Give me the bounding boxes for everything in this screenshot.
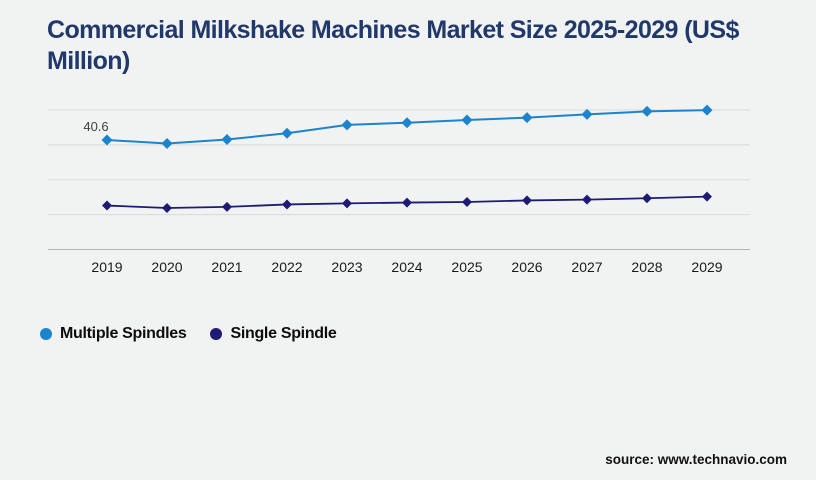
legend-item-single-spindle[interactable]: Single Spindle: [210, 325, 337, 343]
x-axis-label-2029: 2029: [691, 259, 722, 275]
legend-marker-icon: [40, 328, 52, 340]
x-axis-label-2024: 2024: [391, 259, 422, 275]
data-point-single-spindle-2019: [102, 200, 112, 211]
data-point-multiple-spindles-2028: [641, 105, 653, 117]
data-point-single-spindle-2022: [282, 199, 292, 210]
data-point-multiple-spindles-2029: [701, 104, 713, 116]
data-point-single-spindle-2024: [402, 197, 412, 208]
data-point-multiple-spindles-2025: [461, 114, 473, 126]
data-point-single-spindle-2028: [642, 193, 652, 204]
data-point-single-spindle-2029: [702, 191, 712, 202]
source-attribution: source: www.technavio.com: [605, 452, 787, 467]
market-size-line-chart: 2019 2020 2021 2022 2023 2024 2025 2026 2027 2028…: [48, 104, 750, 275]
x-axis-label-2020: 2020: [151, 259, 182, 275]
x-axis-label-2028: 2028: [631, 259, 662, 275]
x-axis-label-2021: 2021: [211, 259, 242, 275]
legend-label: Multiple Spindles: [60, 325, 187, 342]
legend-label: Single Spindle: [230, 325, 337, 342]
data-point-single-spindle-2027: [582, 194, 592, 205]
data-point-multiple-spindles-2019: [101, 134, 113, 146]
x-axis-label-2025: 2025: [451, 259, 482, 275]
data-point-single-spindle-2025: [462, 197, 472, 208]
data-point-multiple-spindles-2022: [281, 127, 293, 139]
data-point-multiple-spindles-2021: [221, 133, 233, 145]
data-point-single-spindle-2020: [162, 202, 172, 213]
data-point-multiple-spindles-2024: [401, 117, 413, 129]
x-axis-label-2019: 2019: [91, 259, 122, 275]
data-point-multiple-spindles-2023: [341, 119, 353, 131]
legend-marker-icon: [210, 328, 223, 340]
x-axis-label-2022: 2022: [271, 259, 302, 275]
x-axis-label-2026: 2026: [511, 259, 542, 275]
x-axis-label-2023: 2023: [331, 259, 362, 275]
data-point-single-spindle-2023: [342, 198, 352, 209]
legend-item-multiple-spindles[interactable]: Multiple Spindles: [40, 325, 187, 343]
x-axis-label-2027: 2027: [571, 259, 602, 275]
data-point-multiple-spindles-2020: [161, 138, 173, 150]
data-point-single-spindle-2026: [522, 195, 532, 206]
data-point-single-spindle-2021: [222, 201, 232, 212]
data-point-multiple-spindles-2026: [521, 112, 533, 124]
data-point-multiple-spindles-2027: [581, 108, 593, 120]
data-label: 40.6: [83, 119, 108, 134]
chart-legend: Multiple Spindles Single Spindle: [40, 325, 337, 343]
chart-title: Commercial Milkshake Machines Market Siz…: [47, 16, 739, 75]
